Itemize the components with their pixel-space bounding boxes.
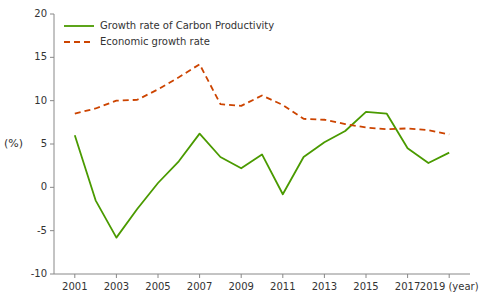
x-tick-label: 2019 (year) [420, 281, 479, 292]
y-tick [50, 274, 54, 275]
x-tick-label: 2003 [104, 281, 129, 292]
x-tick-label: 2007 [187, 281, 212, 292]
legend-label: Growth rate of Carbon Productivity [100, 20, 274, 31]
series-line [75, 112, 449, 238]
x-tick [116, 274, 117, 278]
plot-lines [75, 64, 449, 237]
series-line [75, 64, 449, 134]
y-tick-label: -10 [31, 268, 47, 279]
y-tick [50, 230, 54, 231]
x-tick [449, 274, 450, 278]
y-axis-label: (%) [4, 137, 23, 150]
x-tick [199, 274, 200, 278]
x-tick-label: 2017 [395, 281, 420, 292]
x-tick-label: 2015 [353, 281, 378, 292]
y-tick [50, 57, 54, 58]
x-tick-label: 2005 [145, 281, 170, 292]
x-tick [366, 274, 367, 278]
y-tick-label: 0 [41, 181, 47, 192]
y-tick [50, 100, 54, 101]
x-tick [158, 274, 159, 278]
x-tick-label: 2009 [228, 281, 253, 292]
x-tick-label: 2011 [270, 281, 295, 292]
y-tick [50, 187, 54, 188]
legend-swatch [64, 25, 94, 27]
x-tick-label: 2013 [312, 281, 337, 292]
x-tick [282, 274, 283, 278]
y-tick-label: 10 [34, 95, 47, 106]
x-tick [74, 274, 75, 278]
y-tick-label: 5 [41, 138, 47, 149]
x-tick-label: 2001 [62, 281, 87, 292]
x-tick [324, 274, 325, 278]
chart: -10 -5 0 5 10 15 20 2001 2003 2005 2007 2009 2011 201… [0, 0, 500, 304]
y-tick-label: -5 [37, 225, 47, 236]
legend-label: Economic growth rate [100, 36, 210, 47]
y-tick-label: 15 [34, 51, 47, 62]
y-tick [50, 14, 54, 15]
x-tick [241, 274, 242, 278]
x-tick [407, 274, 408, 278]
y-tick-label: 20 [34, 8, 47, 19]
legend-swatch [64, 41, 94, 43]
y-tick [50, 144, 54, 145]
legend: Growth rate of Carbon Productivity Econom… [64, 20, 274, 47]
